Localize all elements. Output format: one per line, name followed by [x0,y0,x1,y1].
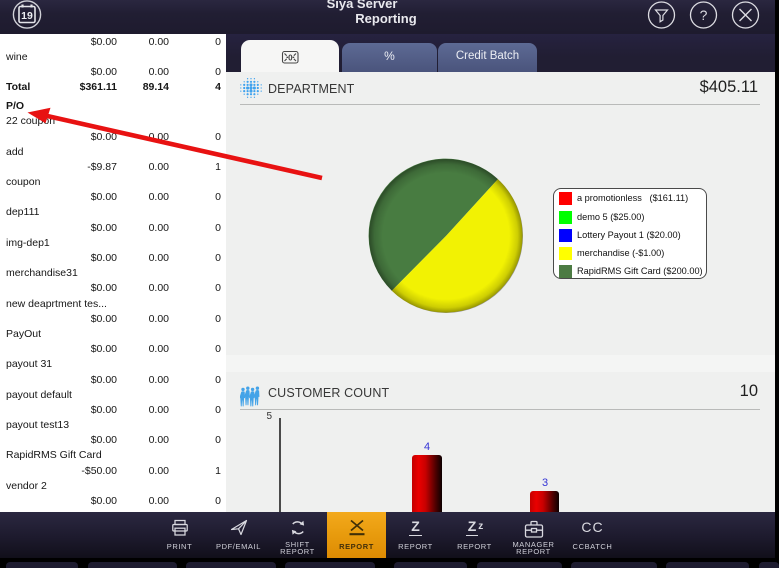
svg-text:19: 19 [21,10,33,22]
svg-text:0: 0 [288,54,293,63]
svg-text:?: ? [700,7,708,23]
